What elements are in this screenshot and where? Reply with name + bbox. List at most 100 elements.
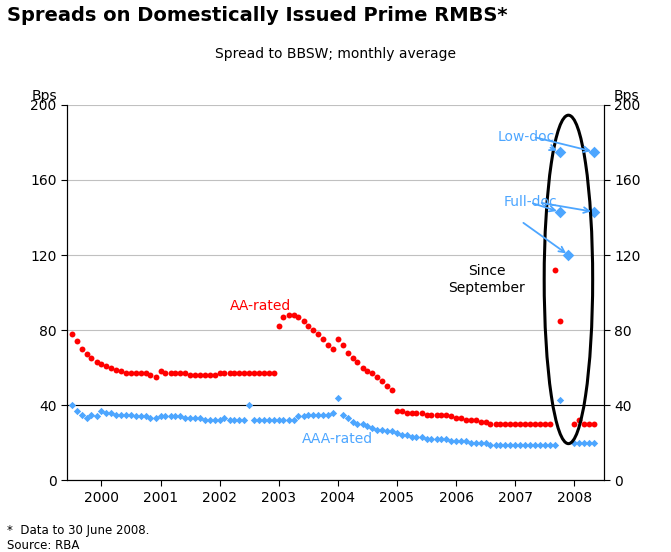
Point [470, 416, 481, 424]
Point [338, 410, 348, 419]
Point [214, 369, 225, 378]
Point [387, 427, 398, 436]
Point [515, 420, 525, 428]
Point [91, 412, 102, 421]
Point [515, 440, 525, 449]
Point [327, 408, 338, 417]
Point [377, 425, 388, 434]
Point [397, 406, 407, 415]
Point [96, 406, 107, 415]
Point [476, 418, 486, 427]
Point [121, 369, 132, 378]
Point [288, 311, 299, 320]
Point [121, 410, 132, 419]
Point [550, 440, 560, 449]
Point [145, 414, 156, 423]
Point [313, 330, 323, 338]
Point [348, 418, 358, 427]
Point [204, 371, 215, 380]
Point [338, 341, 348, 349]
Point [283, 416, 294, 424]
Point [308, 410, 319, 419]
Point [426, 434, 437, 443]
Point [91, 358, 102, 367]
Point [219, 369, 229, 378]
Point [588, 208, 599, 216]
Point [480, 418, 491, 427]
Point [421, 410, 432, 419]
Point [106, 408, 117, 417]
Point [308, 326, 319, 335]
Point [500, 440, 511, 449]
Point [273, 322, 284, 331]
Point [372, 373, 383, 381]
Point [563, 251, 574, 259]
Point [125, 369, 136, 378]
Point [500, 420, 511, 428]
Point [234, 416, 244, 424]
Point [436, 410, 447, 419]
Point [446, 412, 457, 421]
Point [106, 363, 117, 372]
Point [140, 369, 151, 378]
Point [239, 369, 250, 378]
Text: Bps: Bps [614, 89, 639, 103]
Point [529, 420, 540, 428]
Point [101, 362, 111, 370]
Point [66, 330, 77, 338]
Point [71, 406, 82, 415]
Point [136, 369, 146, 378]
Point [136, 412, 146, 421]
Point [333, 335, 344, 344]
Point [574, 438, 584, 447]
Point [323, 341, 333, 349]
Point [288, 416, 299, 424]
Point [352, 420, 363, 428]
Point [535, 440, 546, 449]
Point [544, 440, 555, 449]
Point [505, 440, 516, 449]
Point [466, 416, 476, 424]
Point [436, 434, 447, 443]
Point [446, 437, 457, 445]
Point [298, 412, 309, 421]
Point [510, 420, 521, 428]
Point [535, 420, 546, 428]
Point [441, 434, 452, 443]
Point [456, 414, 466, 423]
Point [382, 427, 393, 436]
Point [160, 369, 170, 378]
Point [170, 412, 180, 421]
Point [180, 369, 191, 378]
Point [317, 410, 328, 419]
Point [574, 416, 584, 424]
Point [96, 359, 107, 368]
Point [263, 416, 274, 424]
Point [165, 369, 176, 378]
Point [554, 316, 565, 325]
Point [81, 414, 92, 423]
Point [431, 410, 442, 419]
Point [115, 410, 126, 419]
Point [525, 420, 535, 428]
Point [333, 393, 344, 402]
Point [155, 412, 166, 421]
Point [317, 335, 328, 344]
Text: Low-doc: Low-doc [497, 130, 555, 150]
Point [204, 416, 215, 424]
Point [248, 416, 259, 424]
Point [189, 371, 200, 380]
Point [461, 437, 472, 445]
Point [480, 438, 491, 447]
Point [263, 369, 274, 378]
Point [244, 369, 254, 378]
Point [544, 420, 555, 428]
Point [140, 412, 151, 421]
Text: Bps: Bps [32, 89, 57, 103]
Point [258, 369, 269, 378]
Text: Since
September: Since September [448, 264, 525, 295]
Point [66, 401, 77, 410]
Point [150, 373, 161, 381]
Point [584, 420, 595, 428]
Point [470, 438, 481, 447]
